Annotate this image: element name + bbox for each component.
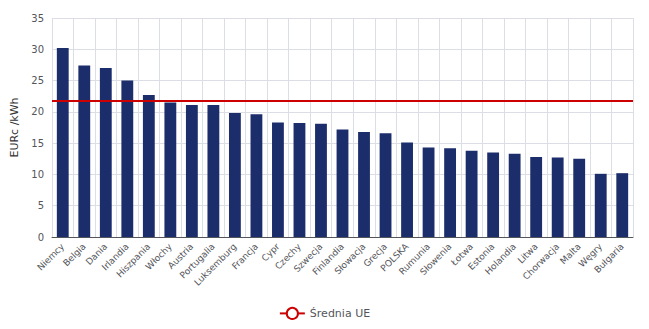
svg-text:15: 15 [31, 138, 44, 149]
svg-text:Niemcy: Niemcy [35, 241, 66, 272]
svg-text:Bułgaria: Bułgaria [592, 241, 625, 274]
svg-text:0: 0 [38, 232, 44, 243]
svg-text:Chorwacja: Chorwacja [521, 241, 561, 281]
svg-text:Irlandia: Irlandia [99, 241, 131, 273]
svg-text:Szwecja: Szwecja [291, 241, 325, 275]
svg-text:Dania: Dania [83, 241, 110, 267]
svg-text:Francja: Francja [230, 241, 260, 271]
svg-text:Holandia: Holandia [483, 241, 518, 276]
svg-text:Portugalia: Portugalia [177, 241, 217, 281]
svg-text:Finlandia: Finlandia [310, 241, 346, 277]
svg-text:Litwa: Litwa [515, 241, 540, 266]
svg-text:Łotwa: Łotwa [449, 241, 476, 268]
svg-text:POLSKA: POLSKA [378, 241, 411, 274]
svg-text:Belgia: Belgia [61, 241, 88, 268]
svg-text:Średnia UE: Średnia UE [310, 307, 370, 320]
svg-text:5: 5 [38, 200, 44, 211]
svg-text:20: 20 [31, 106, 44, 117]
svg-text:Cypr: Cypr [259, 241, 282, 264]
svg-text:10: 10 [31, 169, 44, 180]
svg-text:EURc /kWh: EURc /kWh [8, 97, 21, 157]
svg-text:Hiszpania: Hiszpania [114, 241, 153, 280]
svg-text:Słowacja: Słowacja [333, 241, 368, 276]
svg-text:Austria: Austria [165, 241, 196, 271]
svg-text:Estonia: Estonia [466, 241, 497, 272]
svg-text:Rumunia: Rumunia [397, 241, 433, 277]
svg-text:Włochy: Włochy [143, 241, 174, 272]
svg-text:Grecja: Grecja [361, 241, 390, 269]
svg-text:Słowenia: Słowenia [418, 241, 454, 277]
svg-text:25: 25 [31, 75, 44, 86]
svg-text:30: 30 [31, 44, 44, 55]
svg-text:35: 35 [31, 13, 44, 24]
svg-text:Czechy: Czechy [273, 241, 303, 272]
svg-text:Malta: Malta [558, 241, 583, 267]
svg-text:Luksemburg: Luksemburg [192, 241, 239, 288]
svg-text:Węgry: Węgry [576, 241, 605, 270]
